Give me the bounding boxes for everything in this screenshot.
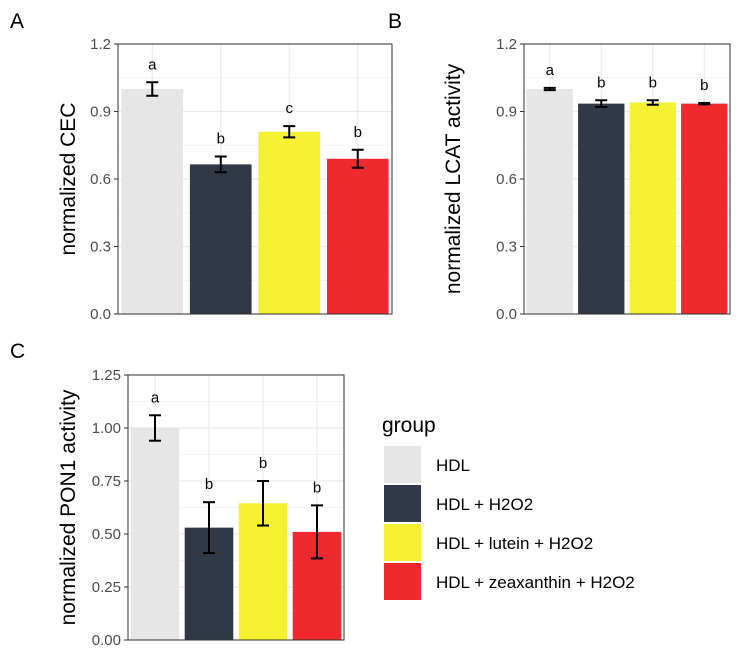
significance-label: a <box>151 389 160 406</box>
bar <box>526 89 573 314</box>
y-tick-label: 1.2 <box>496 36 517 53</box>
bar <box>189 164 252 314</box>
y-tick-label: 0.00 <box>92 632 121 649</box>
significance-label: b <box>259 455 267 472</box>
legend-item-label: HDL + zeaxanthin + H2O2 <box>436 573 635 592</box>
y-tick-label: 0.6 <box>90 171 111 188</box>
y-axis-label: normalized PON1 activity <box>57 389 80 625</box>
legend-swatch <box>384 446 421 483</box>
panel-a: Aa b c b 0.0 0.3 0.6 0.9 1.2 normalized CEC <box>10 10 393 323</box>
y-tick-label: 0.9 <box>90 104 111 121</box>
panel-letter: A <box>10 10 24 33</box>
legend-swatch <box>384 485 421 522</box>
panel-c: Ca b b b 0.00 0.25 0.50 0.75 1.00 1.25 normalized … <box>10 340 345 649</box>
y-tick-label: 1.00 <box>92 420 121 437</box>
significance-label: b <box>217 131 225 148</box>
significance-label: c <box>286 100 294 117</box>
y-tick-label: 1.25 <box>92 367 121 384</box>
significance-label: b <box>597 74 605 91</box>
bar <box>578 103 625 314</box>
panel-letter: B <box>388 10 402 33</box>
legend-swatch <box>384 524 421 561</box>
significance-label: a <box>546 62 555 79</box>
significance-label: b <box>205 476 213 493</box>
y-tick-label: 0.3 <box>90 239 111 256</box>
legend-item-label: HDL <box>436 456 470 475</box>
y-tick-label: 0.75 <box>92 473 121 490</box>
y-tick-label: 0.6 <box>496 171 517 188</box>
significance-label: b <box>649 74 657 91</box>
legend-swatch <box>384 563 421 600</box>
y-tick-label: 0.25 <box>92 579 121 596</box>
bar <box>130 428 180 640</box>
legend-title: group <box>382 414 436 437</box>
plot-border <box>127 374 345 641</box>
y-tick-label: 0.50 <box>92 526 121 543</box>
y-tick-label: 0.9 <box>496 104 517 121</box>
significance-label: b <box>700 77 708 94</box>
bar <box>681 103 728 314</box>
panel-letter: C <box>10 340 25 363</box>
significance-label: b <box>313 479 321 496</box>
y-axis-label: normalized LCAT activity <box>442 63 465 294</box>
bar <box>629 102 676 314</box>
y-tick-label: 0.0 <box>90 306 111 323</box>
bar <box>326 158 389 314</box>
legend-item-label: HDL + lutein + H2O2 <box>436 534 593 553</box>
significance-label: a <box>148 56 157 73</box>
significance-label: b <box>354 124 362 141</box>
panel-b: Ba b b b 0.0 0.3 0.6 0.9 1.2 normalized LCAT acti… <box>388 10 731 323</box>
y-tick-label: 1.2 <box>90 36 111 53</box>
bar <box>121 89 184 314</box>
legend-item-label: HDL + H2O2 <box>436 495 533 514</box>
y-tick-label: 0.0 <box>496 306 517 323</box>
y-axis-label: normalized CEC <box>57 103 80 256</box>
bar <box>258 131 321 314</box>
y-tick-label: 0.3 <box>496 239 517 256</box>
